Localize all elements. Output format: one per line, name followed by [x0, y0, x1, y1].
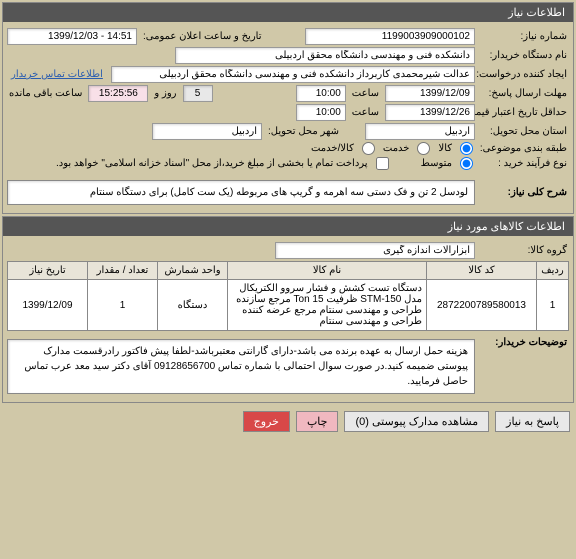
treasury-label: پرداخت تمام یا بخشی از مبلغ خرید،از محل … — [54, 158, 370, 169]
niaz-no-label: شماره نیاز: — [479, 31, 569, 42]
buyer-field — [175, 47, 475, 64]
col-qty: تعداد / مقدار — [88, 262, 158, 280]
proc-radio-group: متوسط — [419, 157, 475, 170]
proc-radio-1-label: متوسط — [419, 158, 454, 169]
deadline-label: مهلت ارسال پاسخ: — [479, 88, 569, 99]
budget-radio-2-label: خدمت — [381, 143, 412, 154]
cell-unit: دستگاه — [158, 280, 228, 331]
cell-code: 2872200789580013 — [427, 280, 537, 331]
valid-hour-label: ساعت — [350, 107, 381, 118]
public-date-label: تاریخ و ساعت اعلان عمومی: — [141, 31, 264, 42]
valid-label: حداقل تاریخ اعتبار قیمت: تا تاریخ: — [479, 107, 569, 118]
group-field — [275, 242, 475, 259]
table-row: 1 2872200789580013 دستگاه تست کشش و فشار… — [8, 280, 569, 331]
cell-row: 1 — [537, 280, 569, 331]
remain-days-field — [183, 85, 213, 102]
deadline-hour-label: ساعت — [350, 88, 381, 99]
public-date-field — [7, 28, 137, 45]
deadline-date-field — [385, 85, 475, 102]
remain-days-label: روز و — [152, 88, 178, 99]
desc-label: شرح کلی نیاز: — [479, 187, 569, 198]
col-unit: واحد شمارش — [158, 262, 228, 280]
budget-radio-1[interactable] — [460, 142, 473, 155]
proc-check-group: پرداخت تمام یا بخشی از مبلغ خرید،از محل … — [54, 157, 391, 170]
delivery-state-label: استان محل تحویل: — [479, 126, 569, 137]
budget-type-label: طبقه بندی موضوعی: — [479, 143, 569, 154]
budget-radio-3[interactable] — [362, 142, 375, 155]
form-area: شماره نیاز: تاریخ و ساعت اعلان عمومی: نا… — [3, 22, 573, 213]
items-table: ردیف کد کالا نام کالا واحد شمارش تعداد /… — [7, 261, 569, 331]
reply-button[interactable]: پاسخ به نیاز — [495, 411, 570, 432]
group-label: گروه کالا: — [479, 245, 569, 256]
col-code: کد کالا — [427, 262, 537, 280]
creator-label: ایجاد کننده درخواست: — [479, 69, 569, 80]
buyer-notes-box: هزینه حمل ارسال به عهده برنده می باشد-دا… — [7, 339, 475, 394]
table-header-row: ردیف کد کالا نام کالا واحد شمارش تعداد /… — [8, 262, 569, 280]
valid-date-field — [385, 104, 475, 121]
buyer-notes-label: توضیحات خریدار: — [479, 337, 569, 348]
contact-link[interactable]: اطلاعات تماس خریدار — [7, 69, 107, 80]
main-panel: اطلاعات نیاز شماره نیاز: تاریخ و ساعت اع… — [2, 2, 574, 214]
col-row: ردیف — [537, 262, 569, 280]
exit-button[interactable]: خروج — [243, 411, 290, 432]
delivery-city-label: شهر محل تحویل: — [266, 126, 341, 137]
remain-time-field — [88, 85, 148, 102]
panel-title: اطلاعات نیاز — [508, 7, 565, 19]
proc-type-label: نوع فرآیند خرید : — [479, 158, 569, 169]
treasury-checkbox[interactable] — [376, 157, 389, 170]
budget-radio-2[interactable] — [417, 142, 430, 155]
budget-radio-1-label: کالا — [436, 143, 454, 154]
col-date: تاریخ نیاز — [8, 262, 88, 280]
delivery-state-field — [365, 123, 475, 140]
budget-radio-3-label: کالا/خدمت — [309, 143, 356, 154]
button-bar: پاسخ به نیاز مشاهده مدارک پیوستی (0) چاپ… — [0, 405, 576, 438]
items-header: اطلاعات کالاهای مورد نیاز — [3, 217, 573, 236]
delivery-city-field — [152, 123, 262, 140]
valid-hour-field — [296, 104, 346, 121]
cell-date: 1399/12/09 — [8, 280, 88, 331]
panel-header: اطلاعات نیاز — [3, 3, 573, 22]
remain-time-label: ساعت باقی مانده — [7, 88, 84, 99]
desc-box: لودسل 2 تن و فک دستی سه اهرمه و گریپ های… — [7, 180, 475, 205]
budget-radio-group: کالا خدمت کالا/خدمت — [309, 142, 475, 155]
items-title: اطلاعات کالاهای مورد نیاز — [448, 221, 565, 233]
attachments-button[interactable]: مشاهده مدارک پیوستی (0) — [344, 411, 489, 432]
print-button[interactable]: چاپ — [296, 411, 339, 432]
niaz-no-field — [305, 28, 475, 45]
creator-field — [111, 66, 475, 83]
deadline-hour-field — [296, 85, 346, 102]
cell-qty: 1 — [88, 280, 158, 331]
buyer-label: نام دستگاه خریدار: — [479, 50, 569, 61]
cell-name: دستگاه تست کشش و فشار سروو الکتریکال مدل… — [228, 280, 427, 331]
col-name: نام کالا — [228, 262, 427, 280]
proc-radio-1[interactable] — [460, 157, 473, 170]
items-panel: اطلاعات کالاهای مورد نیاز گروه کالا: ردی… — [2, 216, 574, 403]
